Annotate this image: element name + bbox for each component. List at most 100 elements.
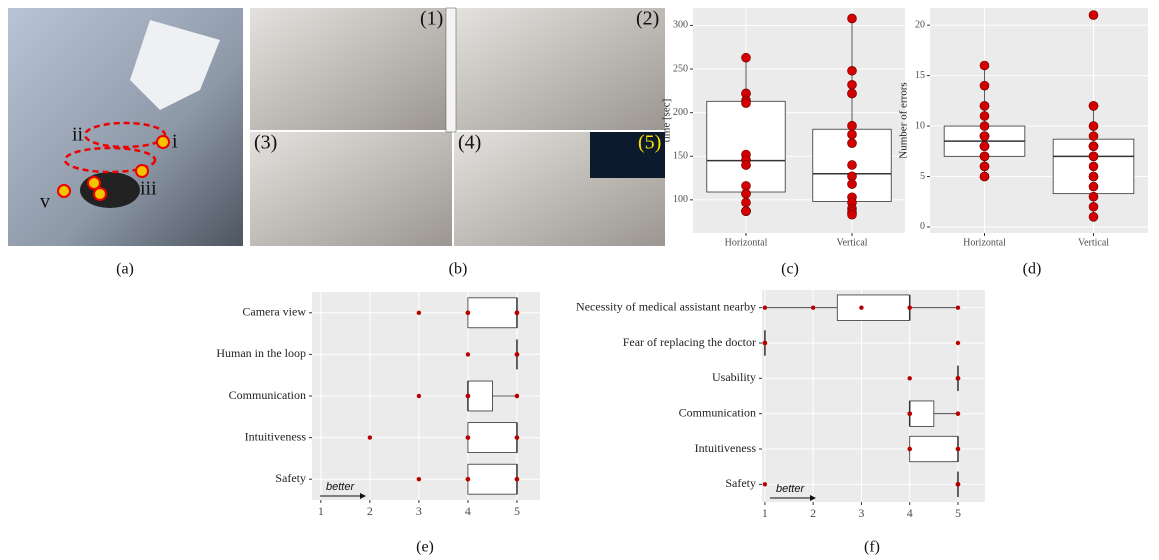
photo-label: i — [172, 131, 178, 153]
data-point — [956, 482, 960, 486]
data-point — [848, 210, 857, 219]
data-point — [848, 130, 857, 139]
x-tick-label: 4 — [465, 504, 471, 518]
data-point — [742, 207, 751, 216]
data-point — [417, 311, 421, 315]
data-point — [742, 99, 751, 108]
x-tick-label: Horizontal — [725, 237, 768, 248]
data-point — [515, 435, 519, 439]
plot-background — [930, 8, 1148, 233]
annotation: better — [776, 483, 805, 495]
y-tick-label: 5 — [920, 171, 925, 182]
box — [837, 295, 909, 320]
data-point — [908, 411, 912, 415]
caption: (f) — [864, 539, 880, 556]
photo-label: (4) — [458, 132, 481, 154]
data-point — [1089, 142, 1098, 151]
data-point — [848, 89, 857, 98]
y-tick-label: 0 — [920, 221, 925, 232]
data-point — [980, 81, 989, 90]
y-tick-label: Intuitiveness — [245, 429, 307, 443]
y-tick-label: 100 — [673, 194, 688, 205]
data-point — [956, 341, 960, 345]
x-tick-label: 5 — [514, 504, 520, 518]
y-tick-label: Fear of replacing the doctor — [623, 335, 756, 349]
x-tick-label: 2 — [810, 506, 816, 520]
data-point — [368, 435, 372, 439]
caption: (e) — [416, 539, 434, 556]
y-axis-label: time [sec] — [661, 99, 673, 143]
data-point — [980, 101, 989, 110]
data-point — [1089, 162, 1098, 171]
data-point — [956, 305, 960, 309]
photo-label: (3) — [254, 132, 277, 154]
data-point — [859, 305, 863, 309]
data-point — [908, 447, 912, 451]
x-tick-label: 3 — [416, 504, 422, 518]
data-point — [763, 305, 767, 309]
data-point — [515, 477, 519, 481]
photo-label: ii — [72, 124, 84, 146]
y-tick-label: 200 — [673, 107, 688, 118]
y-tick-label: 20 — [915, 19, 925, 30]
annotation: better — [326, 481, 355, 493]
caption: (c) — [781, 261, 799, 278]
data-point — [466, 352, 470, 356]
data-point — [908, 305, 912, 309]
box — [468, 298, 517, 328]
x-tick-label: 3 — [858, 506, 864, 520]
data-point — [515, 311, 519, 315]
data-point — [956, 376, 960, 380]
y-tick-label: Communication — [679, 405, 756, 419]
data-point — [848, 66, 857, 75]
data-point — [1089, 152, 1098, 161]
data-point — [515, 394, 519, 398]
data-point — [1089, 122, 1098, 131]
data-point — [811, 305, 815, 309]
y-axis-label: Number of errors — [898, 82, 910, 158]
x-tick-label: Vertical — [836, 237, 867, 248]
y-tick-label: 250 — [673, 63, 688, 74]
photo-label: (2) — [636, 8, 659, 30]
caption: (a) — [116, 261, 134, 278]
plot-background — [762, 290, 985, 502]
data-point — [848, 14, 857, 23]
caption: (d) — [1023, 261, 1042, 278]
data-point — [1089, 132, 1098, 141]
y-tick-label: Safety — [275, 471, 306, 485]
x-tick-label: 1 — [318, 504, 324, 518]
data-point — [848, 121, 857, 130]
data-point — [848, 180, 857, 189]
box — [707, 101, 785, 192]
data-point — [417, 477, 421, 481]
data-point — [1089, 172, 1098, 181]
box — [910, 436, 958, 461]
data-point — [848, 160, 857, 169]
data-point — [742, 53, 751, 62]
y-tick-label: Safety — [725, 476, 756, 490]
y-tick-label: 300 — [673, 20, 688, 31]
data-point — [848, 80, 857, 89]
photo-label: (5) — [638, 132, 661, 154]
data-point — [1089, 212, 1098, 221]
data-point — [763, 341, 767, 345]
data-point — [980, 111, 989, 120]
photo-label: iii — [140, 178, 157, 200]
data-point — [466, 311, 470, 315]
data-point — [956, 447, 960, 451]
data-point — [980, 132, 989, 141]
box — [468, 423, 517, 453]
photo-b: (1) (2) (3) (4) (5) — [250, 8, 665, 246]
data-point — [742, 198, 751, 207]
data-point — [742, 160, 751, 169]
y-tick-label: Camera view — [242, 305, 306, 319]
data-point — [908, 376, 912, 380]
data-point — [956, 411, 960, 415]
data-point — [848, 139, 857, 148]
data-point — [742, 189, 751, 198]
photo-a: i ii iii v — [8, 8, 243, 246]
y-tick-label: 15 — [915, 70, 925, 81]
box — [468, 464, 517, 494]
data-point — [980, 142, 989, 151]
y-tick-label: Usability — [712, 370, 756, 384]
